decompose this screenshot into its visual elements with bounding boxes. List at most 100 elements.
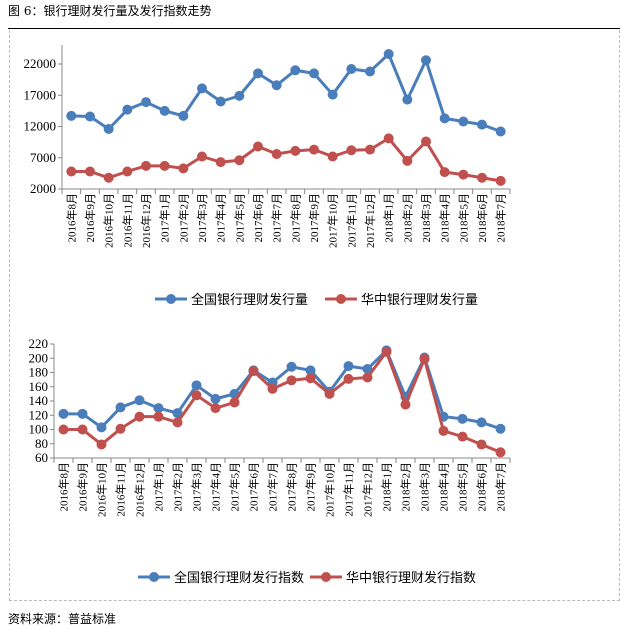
data-point-0 <box>253 68 263 79</box>
series-line-1 <box>71 136 501 183</box>
data-point-0 <box>365 66 375 77</box>
data-point-1 <box>381 346 392 357</box>
data-point-1 <box>197 151 207 162</box>
x-tick-label: 2017年5月 <box>232 193 246 243</box>
data-point-1 <box>402 155 413 166</box>
x-tick-label: 2016年10月 <box>95 462 109 517</box>
data-point-1 <box>324 388 335 399</box>
x-tick-label: 2018年3月 <box>418 462 432 512</box>
data-point-1 <box>346 145 357 156</box>
y-tick-label: 17000 <box>24 87 57 102</box>
data-point-0 <box>457 413 468 424</box>
data-point-0 <box>85 111 95 122</box>
data-point-0 <box>103 124 114 134</box>
data-point-1 <box>305 373 316 384</box>
legend-marker-0 <box>166 294 176 304</box>
data-point-0 <box>197 83 207 94</box>
x-tick-label: 2016年8月 <box>57 462 71 512</box>
legend-marker-1 <box>336 294 346 304</box>
legend-marker-1 <box>321 572 331 582</box>
data-point-0 <box>346 64 357 74</box>
data-point-1 <box>271 149 282 159</box>
figure-title: 图 6：银行理财发行量及发行指数走势 <box>8 4 212 18</box>
x-tick-label: 2017年7月 <box>266 462 280 512</box>
data-point-1 <box>253 141 263 152</box>
data-point-1 <box>477 172 487 183</box>
x-tick-label: 2018年2月 <box>399 462 413 512</box>
data-point-0 <box>96 422 107 433</box>
data-point-0 <box>58 408 69 419</box>
data-point-1 <box>103 172 114 183</box>
data-point-1 <box>77 424 88 435</box>
x-tick-label: 2017年10月 <box>323 462 337 517</box>
y-tick-label: 7000 <box>30 150 56 165</box>
data-point-0 <box>159 105 170 116</box>
x-tick-label: 2016年12月 <box>139 193 153 248</box>
data-point-0 <box>383 49 394 59</box>
y-tick-label: 200 <box>29 350 49 365</box>
data-point-1 <box>215 157 226 168</box>
data-point-0 <box>153 403 164 414</box>
x-tick-label: 2018年1月 <box>380 462 394 512</box>
x-tick-label: 2018年3月 <box>419 193 433 243</box>
x-tick-label: 2018年6月 <box>475 193 489 243</box>
data-point-0 <box>476 417 487 428</box>
x-tick-label: 2017年12月 <box>361 462 375 517</box>
x-tick-label: 2017年7月 <box>270 193 284 243</box>
data-point-0 <box>439 113 450 124</box>
legend-label-0: 全国银行理财发行指数 <box>174 570 304 585</box>
data-point-1 <box>476 439 487 450</box>
x-tick-label: 2018年6月 <box>475 462 489 512</box>
x-tick-label: 2017年6月 <box>247 462 261 512</box>
x-tick-label: 2017年10月 <box>326 193 340 248</box>
data-point-1 <box>115 423 126 434</box>
data-point-1 <box>234 155 245 166</box>
data-point-0 <box>191 380 202 391</box>
data-point-1 <box>210 403 221 414</box>
data-point-1 <box>248 366 259 377</box>
data-point-0 <box>477 119 487 130</box>
y-tick-label: 160 <box>29 379 49 394</box>
y-tick-label: 80 <box>35 436 48 451</box>
x-tick-label: 2017年8月 <box>288 193 302 243</box>
data-point-1 <box>153 411 164 422</box>
source-note: 资料来源：普益标准 <box>8 612 117 626</box>
data-point-0 <box>172 408 183 419</box>
data-point-0 <box>271 80 282 91</box>
y-tick-label: 2000 <box>30 181 56 196</box>
data-point-1 <box>438 425 449 436</box>
data-point-0 <box>327 89 338 100</box>
x-tick-label: 2017年11月 <box>344 193 358 248</box>
data-point-1 <box>495 447 506 458</box>
data-point-1 <box>58 424 69 435</box>
data-point-1 <box>495 175 506 186</box>
y-tick-label: 120 <box>29 407 49 422</box>
data-point-1 <box>362 372 373 383</box>
data-point-0 <box>215 96 226 107</box>
data-point-0 <box>141 97 151 108</box>
data-point-1 <box>159 160 170 171</box>
data-point-1 <box>141 160 151 171</box>
x-tick-label: 2018年1月 <box>382 193 396 243</box>
x-tick-label: 2016年11月 <box>114 462 128 517</box>
data-point-0 <box>134 395 145 406</box>
x-tick-label: 2016年12月 <box>133 462 147 517</box>
y-tick-label: 12000 <box>24 119 57 134</box>
data-point-0 <box>290 65 301 76</box>
data-point-1 <box>286 375 297 386</box>
x-tick-label: 2016年8月 <box>64 193 78 243</box>
data-point-1 <box>419 353 430 364</box>
series-line-0 <box>71 51 502 133</box>
data-point-1 <box>191 390 202 401</box>
title-rule <box>8 28 620 29</box>
data-point-1 <box>439 167 450 178</box>
data-point-1 <box>122 166 133 177</box>
data-point-1 <box>327 151 338 162</box>
legend-label-0: 全国银行理财发行量 <box>191 292 308 307</box>
data-point-0 <box>210 393 221 404</box>
x-tick-label: 2018年4月 <box>438 193 452 243</box>
x-tick-label: 2017年4月 <box>214 193 228 243</box>
data-point-0 <box>122 104 133 115</box>
x-tick-label: 2017年3月 <box>190 462 204 512</box>
